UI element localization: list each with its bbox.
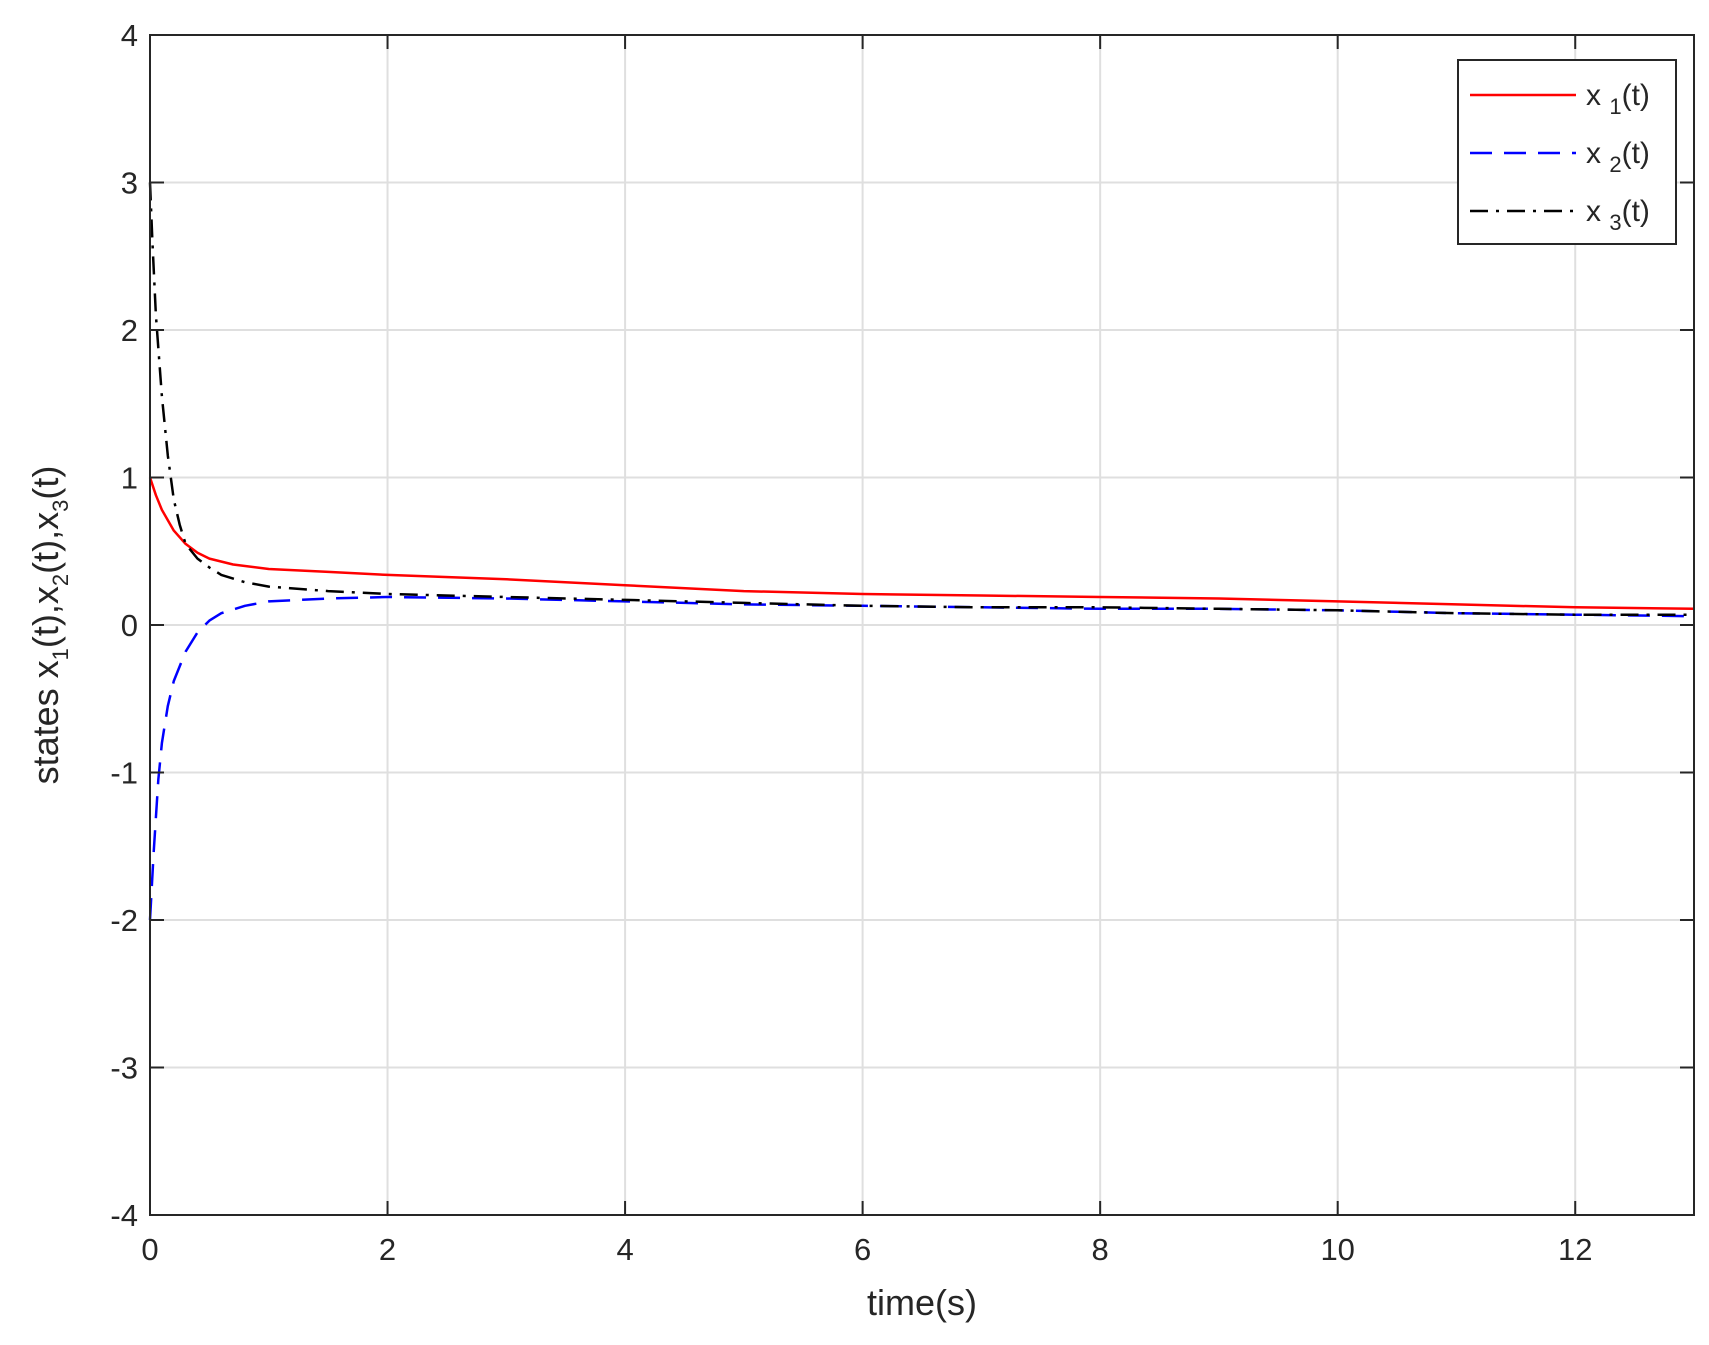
x-tick-label: 0 bbox=[141, 1232, 158, 1267]
legend-box bbox=[1457, 59, 1677, 245]
axis-ticks bbox=[149, 34, 1694, 1216]
y-tick-label: -1 bbox=[110, 756, 138, 791]
series-line-x3 bbox=[148, 182, 1694, 616]
y-tick-label: 0 bbox=[121, 608, 138, 643]
y-axis-label-part: (t),x bbox=[25, 586, 66, 648]
y-axis-label-sub: 3 bbox=[48, 500, 73, 512]
x-tick-label: 4 bbox=[616, 1232, 633, 1267]
legend-label: x 3(t) bbox=[1586, 195, 1650, 235]
y-tick-label: 1 bbox=[121, 461, 138, 496]
y-axis-label-sub: 2 bbox=[48, 574, 73, 586]
y-axis-label-part: states x bbox=[25, 660, 66, 784]
series-lines bbox=[148, 182, 1695, 921]
y-tick-label: -2 bbox=[110, 903, 138, 938]
y-tick-label: -3 bbox=[110, 1051, 138, 1086]
y-tick-label: 3 bbox=[121, 166, 138, 201]
y-tick-label: 2 bbox=[121, 313, 138, 348]
y-axis-label-part: (t),x bbox=[25, 512, 66, 574]
y-axis-label: states x1(t),x2(t),x3(t) bbox=[25, 466, 73, 785]
y-axis-label-part: (t) bbox=[25, 466, 66, 500]
x-tick-label: 10 bbox=[1320, 1232, 1354, 1267]
legend: x 1(t) x 2(t) x 3(t) bbox=[1457, 59, 1677, 245]
x-tick-label: 2 bbox=[379, 1232, 396, 1267]
series-line-x1 bbox=[148, 477, 1695, 611]
y-tick-label: 4 bbox=[121, 18, 138, 53]
y-tick-label: -4 bbox=[110, 1198, 138, 1233]
x-tick-label: 6 bbox=[854, 1232, 871, 1267]
x-tick-label: 12 bbox=[1558, 1232, 1592, 1267]
x-axis-label: time(s) bbox=[867, 1282, 977, 1323]
x-tick-label: 8 bbox=[1092, 1232, 1109, 1267]
legend-label: x 1(t) bbox=[1586, 79, 1650, 119]
series-line-x2 bbox=[148, 595, 1695, 921]
y-axis-label-sub: 1 bbox=[48, 648, 73, 660]
legend-label: x 2(t) bbox=[1586, 137, 1650, 177]
